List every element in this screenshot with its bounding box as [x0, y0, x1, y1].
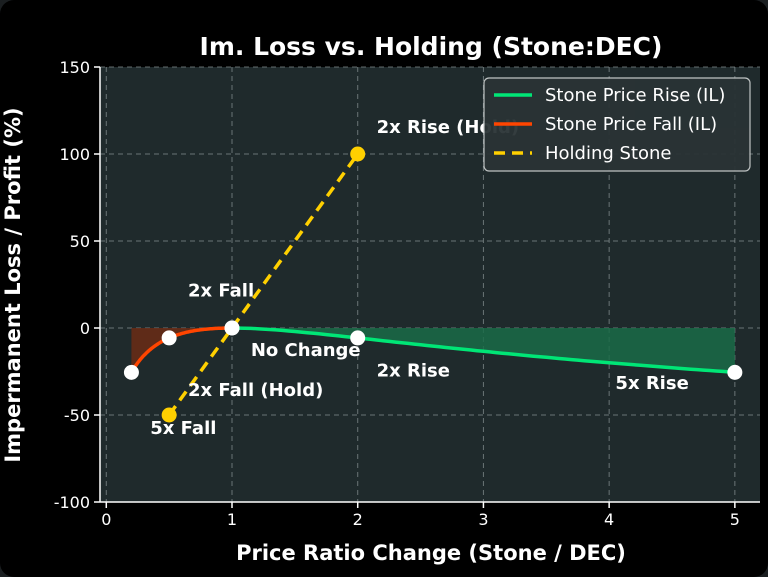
il-marker	[727, 364, 743, 380]
x-tick-label: 2	[353, 510, 363, 529]
y-tick-label: -100	[54, 493, 90, 512]
annotation-label: 2x Fall (Hold)	[188, 380, 323, 401]
hold-marker	[161, 407, 177, 423]
y-tick-label: 0	[80, 319, 90, 338]
tick-labels: 0 1 2 3 4 5 -100 -50 0 50 100 150	[54, 58, 740, 529]
x-tick-label: 5	[730, 510, 740, 529]
series-markers	[123, 146, 743, 423]
legend-box	[483, 77, 751, 172]
il-marker	[350, 330, 366, 346]
annotation-label: No Change	[251, 340, 361, 361]
legend-entry: Holding Stone	[545, 143, 672, 164]
x-axis-label: Price Ratio Change (Stone / DEC)	[236, 541, 626, 565]
y-tick-label: 150	[59, 58, 90, 77]
annotation-label: 2x Fall	[188, 281, 254, 302]
il-marker	[123, 364, 139, 380]
chart-title: Im. Loss vs. Holding (Stone:DEC)	[200, 32, 663, 61]
x-tick-label: 3	[478, 510, 488, 529]
fall-il-line	[129, 326, 234, 375]
annotation-label: 5x Rise	[615, 373, 688, 394]
axes	[94, 66, 760, 508]
grid-lines	[100, 66, 760, 503]
il-marker	[161, 330, 177, 346]
y-tick-label: -50	[64, 406, 90, 425]
y-tick-label: 100	[59, 145, 90, 164]
legend-entry: Stone Price Rise (IL)	[545, 85, 725, 106]
fall-il-fill	[131, 328, 232, 373]
x-tick-label: 4	[604, 510, 614, 529]
x-tick-label: 0	[101, 510, 111, 529]
y-tick-label: 50	[70, 232, 90, 251]
series-lines	[129, 152, 737, 417]
il-marker	[224, 320, 240, 336]
y-axis-label: Impermanent Loss / Profit (%)	[1, 107, 25, 462]
annotation-label: 2x Rise	[377, 361, 450, 382]
hold-marker	[350, 146, 366, 162]
rise-il-line	[230, 326, 737, 375]
annotation-label: 5x Fall	[150, 418, 216, 439]
legend: Stone Price Rise (IL) Stone Price Fall (I…	[483, 77, 751, 172]
legend-entry: Stone Price Fall (IL)	[545, 114, 717, 135]
x-tick-label: 1	[227, 510, 237, 529]
